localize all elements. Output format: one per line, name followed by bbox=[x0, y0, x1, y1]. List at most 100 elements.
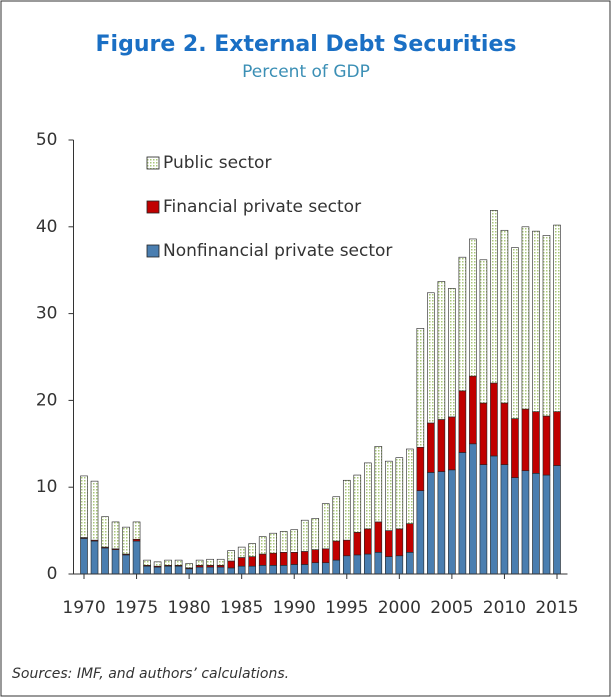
bar-segment bbox=[458, 256, 467, 392]
x-tick-label: 1970 bbox=[62, 598, 105, 618]
bar-segment bbox=[479, 402, 488, 465]
bar-segment bbox=[374, 521, 383, 553]
bar-segment bbox=[279, 551, 288, 566]
x-tick-label: 2000 bbox=[378, 598, 421, 618]
bar-segment bbox=[458, 390, 467, 453]
bar-segment bbox=[195, 559, 204, 566]
bar-segment bbox=[437, 471, 446, 575]
bar-segment bbox=[416, 490, 425, 575]
bar-segment bbox=[258, 565, 267, 575]
legend-label: Public sector bbox=[163, 153, 271, 173]
chart-subtitle: Percent of GDP bbox=[242, 62, 370, 82]
bar-segment bbox=[479, 259, 488, 404]
x-tick-label: 2015 bbox=[535, 598, 578, 618]
bar-segment bbox=[216, 566, 225, 575]
bar-segment bbox=[321, 562, 330, 575]
bar-segment bbox=[143, 559, 151, 566]
bar-segment bbox=[321, 548, 330, 564]
bar-segment bbox=[363, 462, 372, 530]
bar-segment bbox=[553, 224, 561, 412]
bar-segment bbox=[406, 523, 414, 553]
bar-segment bbox=[185, 568, 193, 575]
y-tick-label: 50 bbox=[36, 130, 58, 150]
bar-segment bbox=[290, 529, 299, 553]
bar-segment bbox=[416, 446, 425, 491]
y-tick-label: 0 bbox=[47, 564, 58, 584]
bar-segment bbox=[311, 518, 320, 550]
bar-segment bbox=[164, 559, 172, 566]
bar-segment bbox=[132, 521, 141, 540]
bar-segment bbox=[279, 565, 288, 575]
bar-segment bbox=[342, 539, 351, 557]
bar-segment bbox=[532, 473, 540, 575]
bar-segment bbox=[532, 411, 540, 474]
bar-segment bbox=[300, 519, 309, 552]
x-tick-label: 2010 bbox=[483, 598, 526, 618]
source-note: Sources: IMF, and authors’ calculations. bbox=[12, 666, 289, 682]
bar-segment bbox=[269, 532, 278, 554]
bar-segment bbox=[227, 550, 235, 562]
bar-segment bbox=[237, 557, 246, 567]
legend-swatch bbox=[146, 244, 160, 258]
x-tick-label: 1975 bbox=[115, 598, 158, 618]
bar-segment bbox=[500, 402, 509, 465]
y-tick-label: 20 bbox=[36, 390, 58, 410]
bar-segment bbox=[227, 567, 235, 575]
bar-segment bbox=[269, 565, 278, 575]
bar-segment bbox=[500, 229, 509, 404]
bar-segment bbox=[300, 551, 309, 565]
bar-segment bbox=[195, 566, 204, 575]
bar-segment bbox=[427, 472, 435, 575]
bar-segment bbox=[237, 546, 246, 558]
y-tick-label: 10 bbox=[36, 477, 58, 497]
bar-segment bbox=[553, 465, 561, 575]
y-tick-label: 30 bbox=[36, 304, 58, 324]
bar-segment bbox=[458, 452, 467, 575]
bar-segment bbox=[342, 555, 351, 575]
bar-segment bbox=[385, 530, 393, 557]
bar-segment bbox=[363, 528, 372, 555]
bar-segment bbox=[406, 448, 414, 524]
bar-segment bbox=[227, 560, 235, 569]
bar-segment bbox=[490, 382, 498, 457]
bar-segment bbox=[80, 475, 88, 538]
x-tick-label: 1985 bbox=[220, 598, 263, 618]
bar-segment bbox=[511, 418, 519, 478]
bar-segment bbox=[521, 408, 530, 472]
bar-segment bbox=[258, 536, 267, 555]
bar-segment bbox=[511, 477, 519, 575]
bar-segment bbox=[216, 558, 225, 566]
bar-segment bbox=[521, 470, 530, 575]
bar-segment bbox=[353, 554, 362, 575]
bar-segment bbox=[353, 474, 362, 533]
bar-segment bbox=[437, 419, 446, 472]
bar-segment bbox=[332, 540, 341, 561]
bar-segment bbox=[542, 415, 551, 476]
bar-segment bbox=[237, 565, 246, 575]
bar-segment bbox=[353, 532, 362, 556]
bar-segment bbox=[385, 460, 393, 531]
bar-segment bbox=[521, 226, 530, 410]
bar-segment bbox=[80, 538, 88, 575]
bar-segment bbox=[311, 549, 320, 564]
bar-segment bbox=[490, 210, 498, 384]
x-tick-label: 1990 bbox=[273, 598, 316, 618]
bar-segment bbox=[406, 551, 414, 575]
legend-label: Nonfinancial private sector bbox=[163, 241, 392, 261]
bar-segment bbox=[290, 551, 299, 565]
bar-segment bbox=[248, 565, 256, 575]
bar-segment bbox=[290, 564, 299, 575]
bar-segment bbox=[374, 446, 383, 523]
bar-segment bbox=[311, 562, 320, 575]
bar-segment bbox=[385, 556, 393, 575]
bar-segment bbox=[469, 238, 477, 377]
bar-segment bbox=[90, 480, 99, 541]
bar-segment bbox=[532, 230, 540, 412]
bar-segment bbox=[553, 411, 561, 466]
bar-segment bbox=[427, 422, 435, 473]
y-tick-label: 40 bbox=[36, 217, 58, 237]
x-tick-label: 2005 bbox=[430, 598, 473, 618]
x-tick-label: 1980 bbox=[167, 598, 210, 618]
legend-swatch bbox=[146, 200, 160, 214]
